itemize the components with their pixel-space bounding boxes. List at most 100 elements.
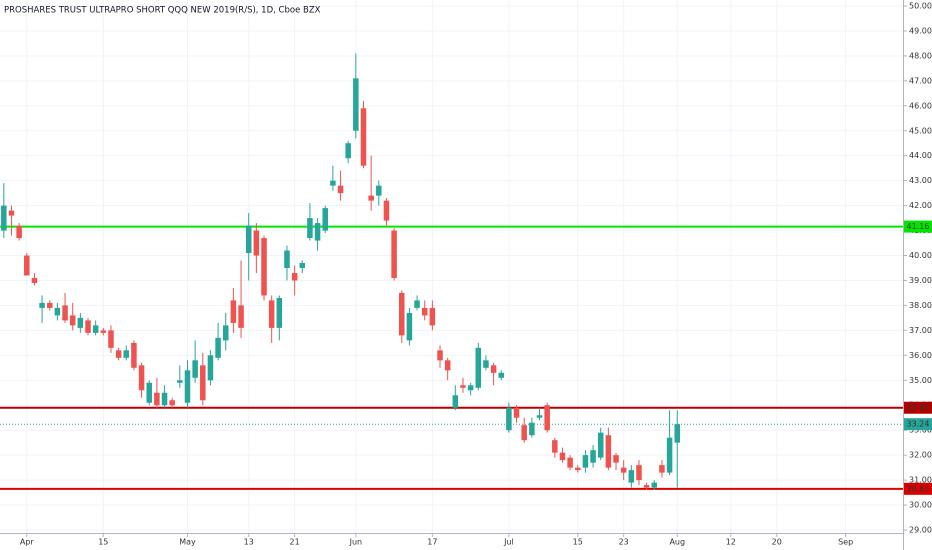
y-tick-label: 44.00 <box>909 151 932 160</box>
candle-body <box>376 185 382 196</box>
x-tick-label: 12 <box>726 538 736 547</box>
candle-body <box>597 432 604 458</box>
candle-body <box>245 225 252 254</box>
y-tick-label: 49.00 <box>909 26 932 35</box>
y-tick-label: 46.00 <box>909 101 932 110</box>
candle-body <box>421 307 428 316</box>
candle-body <box>54 307 61 316</box>
price-tag <box>904 418 932 431</box>
candle-body <box>353 78 359 131</box>
price-tag-label: 33.24 <box>907 420 930 429</box>
candle-body <box>643 485 650 488</box>
candle-body <box>452 395 459 408</box>
candle-body <box>8 210 15 216</box>
candle-body <box>146 382 152 403</box>
candle-body <box>276 297 283 328</box>
y-tick-label: 38.00 <box>909 301 932 310</box>
candle-body <box>659 465 665 473</box>
x-tick-label: 23 <box>619 538 629 547</box>
x-tick-label: Sep <box>838 538 853 547</box>
x-tick-label: 15 <box>573 538 583 547</box>
candle-body <box>544 405 550 431</box>
x-tick-label: 13 <box>244 538 254 547</box>
candle-body <box>536 415 543 418</box>
candle-body <box>138 365 145 391</box>
candle-body <box>360 108 367 166</box>
x-tick-label: 20 <box>772 538 782 547</box>
candle-body <box>291 272 298 281</box>
x-tick-label: Jun <box>349 538 363 547</box>
candle-body <box>154 392 160 406</box>
candle-body <box>437 350 443 361</box>
x-tick-label: Apr <box>20 538 35 547</box>
y-tick-label: 32.00 <box>909 451 932 460</box>
candle-body <box>261 238 267 296</box>
candle-body <box>399 292 405 336</box>
candle-body <box>483 360 489 368</box>
price-tag <box>904 401 932 414</box>
candle-body <box>391 230 397 278</box>
candle-body <box>475 347 482 388</box>
candle-body <box>115 350 122 358</box>
candle-body <box>368 195 374 201</box>
y-tick-label: 50.00 <box>909 1 932 10</box>
candle-body <box>77 317 84 328</box>
candle-body <box>169 400 175 406</box>
candle-body <box>383 200 390 221</box>
y-tick-label: 47.00 <box>909 76 932 85</box>
candle-body <box>314 223 321 241</box>
price-tag-label: 30.65 <box>907 484 930 493</box>
x-tick-label: 15 <box>98 538 108 547</box>
candle-body <box>330 180 336 186</box>
candle-body <box>460 385 466 388</box>
candle-body <box>24 255 30 276</box>
candle-body <box>429 307 436 326</box>
price-tag-label: 33.90 <box>907 403 930 412</box>
candle-body <box>192 360 198 378</box>
y-tick-label: 36.00 <box>909 351 932 360</box>
candle-body <box>215 337 221 358</box>
candle-body <box>131 342 137 368</box>
candle-body <box>253 230 260 256</box>
candle-body <box>506 407 512 431</box>
candle-body <box>582 455 589 468</box>
candle-body <box>467 385 474 391</box>
candle-body <box>406 312 413 341</box>
candle-body <box>307 218 313 239</box>
price-tag <box>904 220 932 233</box>
candle-body <box>177 380 183 383</box>
y-tick-label: 39.00 <box>909 276 932 285</box>
candle-body <box>123 350 130 358</box>
candle-body <box>337 185 344 194</box>
candle-body <box>575 467 581 471</box>
y-tick-label: 30.00 <box>909 501 932 510</box>
x-tick-label: Jul <box>503 538 514 547</box>
candle-body <box>590 450 596 463</box>
candle-body <box>92 325 99 333</box>
y-tick-label: 45.00 <box>909 126 932 135</box>
candle-body <box>559 452 566 461</box>
candle-body <box>498 372 504 378</box>
y-tick-label: 48.00 <box>909 51 932 60</box>
candle-body <box>345 143 351 159</box>
candle-body <box>184 370 191 403</box>
candle-body <box>605 435 612 468</box>
y-tick-label: 42.00 <box>909 201 932 210</box>
candle-body <box>100 330 107 333</box>
chart-title: PROSHARES TRUST ULTRAPRO SHORT QQQ NEW 2… <box>4 6 321 16</box>
candle-body <box>62 305 68 321</box>
candle-body <box>268 300 275 328</box>
y-tick-label: 35.00 <box>909 376 932 385</box>
candle-body <box>46 302 53 308</box>
candle-body <box>414 300 420 308</box>
candle-body <box>628 470 635 483</box>
candle-body <box>108 330 114 348</box>
candle-body <box>299 263 306 268</box>
y-tick-label: 31.00 <box>909 476 932 485</box>
candle-body <box>207 355 214 381</box>
candle-body <box>636 465 642 481</box>
x-tick-label: May <box>179 538 196 547</box>
candle-body <box>238 305 244 328</box>
candle-body <box>200 365 206 401</box>
